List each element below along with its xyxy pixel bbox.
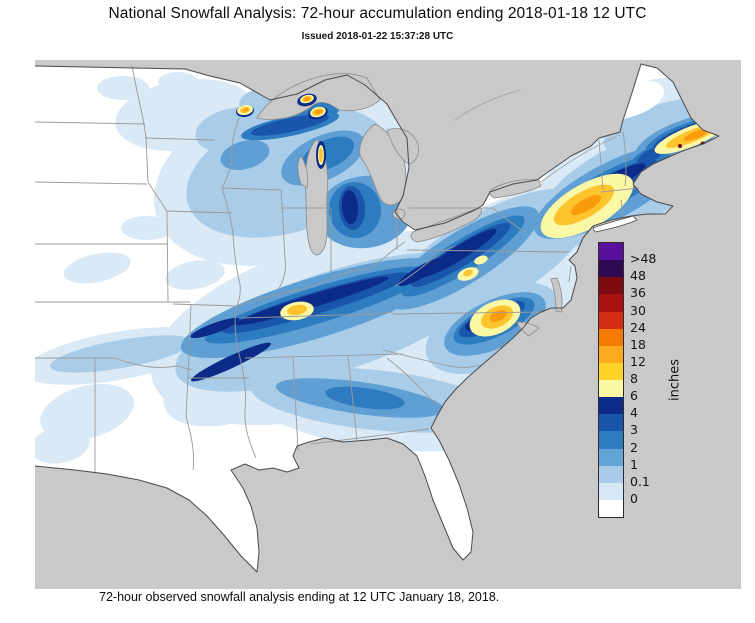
lake-superior xyxy=(256,73,381,120)
lake-michigan xyxy=(305,139,329,256)
lake-erie xyxy=(410,207,482,243)
legend-label: 6 xyxy=(630,388,638,404)
legend-swatch xyxy=(599,362,623,380)
legend-labels: >48 48 36 30 24 18 12 8 6 4 3 2 1 0.1 0 xyxy=(630,242,674,518)
issued-subtitle: Issued 2018-01-22 15:37:28 UTC xyxy=(301,31,454,42)
legend-label: 3 xyxy=(630,422,638,438)
state-borders xyxy=(35,65,640,474)
legend-scale: >48 48 36 30 24 18 12 8 6 4 3 2 1 0.1 0 inches xyxy=(598,242,710,518)
legend-swatch xyxy=(599,448,623,466)
legend-swatch xyxy=(599,465,623,483)
lake-ontario xyxy=(489,179,542,199)
legend-swatch xyxy=(599,414,623,432)
legend-label: 24 xyxy=(630,319,646,335)
great-lakes xyxy=(256,73,563,337)
snowfall-map xyxy=(35,60,741,589)
canada-borders xyxy=(454,89,620,183)
legend-label: >48 xyxy=(630,251,657,267)
chesapeake-bay xyxy=(550,277,563,313)
legend-swatch xyxy=(599,243,623,261)
green-bay xyxy=(297,155,309,189)
legend-label: 0 xyxy=(630,490,638,506)
georgian-bay xyxy=(386,128,419,165)
legend-label: 1 xyxy=(630,456,638,472)
legend-swatch xyxy=(599,260,623,278)
legend-label: 30 xyxy=(630,302,646,318)
legend-label: 36 xyxy=(630,285,646,301)
legend-swatch xyxy=(599,345,623,363)
legend-swatch xyxy=(599,277,623,295)
legend-swatch xyxy=(599,482,623,500)
lake-shore-spots xyxy=(236,93,328,169)
legend-swatch xyxy=(599,431,623,449)
legend-unit-label: inches xyxy=(667,358,683,402)
page-title: National Snowfall Analysis: 72-hour accu… xyxy=(108,5,647,22)
long-island xyxy=(592,215,638,233)
legend-label: 48 xyxy=(630,268,646,284)
legend-swatch xyxy=(599,380,623,398)
legend-label: 2 xyxy=(630,439,638,455)
legend-label: 12 xyxy=(630,353,646,369)
us-coastline xyxy=(35,63,720,573)
legend-swatch xyxy=(599,294,623,312)
legend-swatch xyxy=(599,311,623,329)
legend-label: 0.1 xyxy=(630,473,650,489)
legend-label: 8 xyxy=(630,370,638,386)
pamlico-sound xyxy=(516,321,540,337)
legend-swatch xyxy=(599,499,623,517)
legend-swatch xyxy=(599,397,623,415)
map-caption: 72-hour observed snowfall analysis endin… xyxy=(99,590,500,604)
legend-label: 4 xyxy=(630,405,638,421)
legend-color-column xyxy=(598,242,624,518)
legend-label: 18 xyxy=(630,336,646,352)
legend-swatch xyxy=(599,328,623,346)
